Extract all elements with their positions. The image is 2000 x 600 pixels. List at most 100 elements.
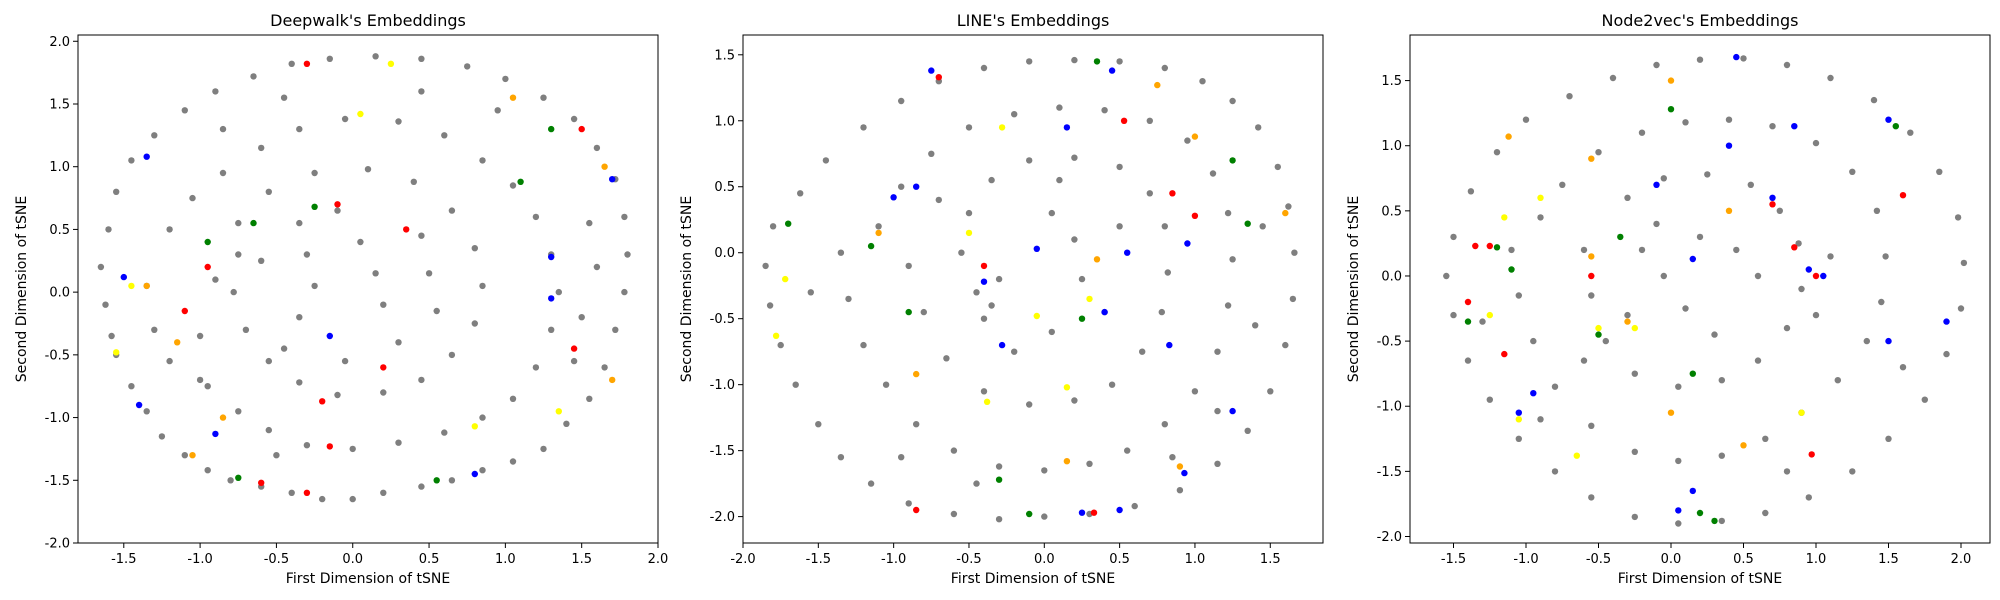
scatter-point <box>1776 207 1784 214</box>
y-tick-label: -1.0 <box>45 411 70 426</box>
scatter-point <box>1041 467 1048 474</box>
scatter-point <box>1146 117 1154 125</box>
scatter-point <box>1041 513 1048 520</box>
scatter-point <box>913 506 920 514</box>
scatter-point <box>890 194 897 201</box>
x-tick-label: -1.0 <box>187 552 212 567</box>
scatter-point <box>1631 513 1639 521</box>
scatter-point <box>441 132 448 139</box>
scatter-point <box>1696 509 1704 517</box>
scatter-point <box>113 188 120 195</box>
scatter-point <box>1689 255 1697 263</box>
scatter-point <box>273 452 280 459</box>
scatter-point <box>1624 318 1631 325</box>
scatter-point <box>151 132 158 139</box>
scatter-point <box>1588 155 1595 162</box>
scatter-point <box>471 245 478 252</box>
scatter-point <box>1116 58 1123 65</box>
scatter-point <box>1653 181 1660 188</box>
scatter-point <box>418 483 425 490</box>
scatter-point <box>502 75 509 83</box>
scatter-point <box>965 124 973 131</box>
scatter-point <box>1515 292 1523 299</box>
scatter-point <box>517 178 524 185</box>
scatter-point <box>235 408 242 415</box>
scatter-point <box>1573 452 1581 459</box>
scatter-point <box>212 276 219 283</box>
scatter-point <box>166 226 173 233</box>
scatter-point <box>1718 452 1726 459</box>
scatter-point <box>1169 454 1176 461</box>
y-tick-label: -2.0 <box>1377 530 1402 545</box>
scatter-point <box>1733 246 1740 254</box>
scatter-point <box>928 150 935 157</box>
scatter-point <box>196 332 204 340</box>
scatter-point <box>1530 337 1537 345</box>
scatter-point <box>1812 311 1820 319</box>
y-tick-label: -0.5 <box>710 312 735 327</box>
scatter-point <box>1954 214 1962 221</box>
x-tick-label: 1.5 <box>1878 552 1899 567</box>
scatter-point <box>219 169 227 177</box>
scatter-point <box>1493 244 1501 251</box>
scatter-point <box>898 454 905 461</box>
scatter-point <box>258 479 265 486</box>
scatter-point <box>601 364 608 371</box>
scatter-point <box>1808 451 1815 458</box>
scatter-point <box>1769 194 1776 201</box>
y-tick-label: 1.5 <box>1381 74 1402 89</box>
scatter-point <box>1501 214 1508 221</box>
scatter-point <box>1667 77 1675 84</box>
x-axis-label: First Dimension of tSNE <box>1618 571 1782 587</box>
scatter-point <box>120 273 128 281</box>
scatter-point <box>212 430 219 438</box>
scatter-point <box>875 223 882 230</box>
scatter-point <box>578 314 585 321</box>
scatter-point <box>1696 56 1704 63</box>
scatter-point <box>1892 123 1900 130</box>
scatter-point <box>189 194 196 202</box>
scatter-point <box>1834 377 1842 384</box>
scatter-point <box>1026 510 1033 518</box>
scatter-point <box>364 166 372 173</box>
scatter-point <box>1537 416 1544 423</box>
scatter-point <box>898 97 905 105</box>
scatter-point <box>1464 318 1472 325</box>
scatter-point <box>1078 275 1086 283</box>
scatter-point <box>1184 137 1191 144</box>
scatter-point <box>128 157 135 164</box>
y-tick-label: -1.0 <box>1377 400 1402 415</box>
scatter-point <box>1791 244 1798 251</box>
scatter-point <box>319 495 326 503</box>
scatter-point <box>265 188 272 195</box>
scatter-point <box>509 395 517 402</box>
scatter-point <box>288 489 295 496</box>
scatter-point <box>563 420 570 427</box>
scatter-point <box>334 391 341 399</box>
scatter-point <box>1870 96 1878 104</box>
scatter-point <box>433 477 440 484</box>
scatter-point <box>1166 341 1173 349</box>
x-tick-label: -0.5 <box>264 552 289 567</box>
scatter-point <box>425 270 433 277</box>
scatter-point <box>1795 240 1802 247</box>
scatter-point <box>766 302 774 309</box>
scatter-point <box>250 219 257 227</box>
scatter-point <box>280 94 288 101</box>
scatter-point <box>772 332 780 339</box>
scatter-point <box>920 308 927 316</box>
scatter-point <box>128 282 135 290</box>
scatter-point <box>548 295 555 302</box>
scatter-point <box>479 467 486 474</box>
scatter-point <box>1026 401 1033 408</box>
scatter-point <box>1667 106 1675 113</box>
scatter-point <box>860 341 867 349</box>
scatter-point <box>1026 157 1033 164</box>
scatter-point <box>1588 292 1595 299</box>
chart-title: LINE's Embeddings <box>957 11 1110 30</box>
x-tick-label: 0.0 <box>1034 552 1055 567</box>
scatter-point <box>958 249 965 256</box>
scatter-point <box>1479 318 1486 325</box>
x-tick-label: -2.0 <box>730 552 755 567</box>
scatter-point <box>1244 427 1251 434</box>
